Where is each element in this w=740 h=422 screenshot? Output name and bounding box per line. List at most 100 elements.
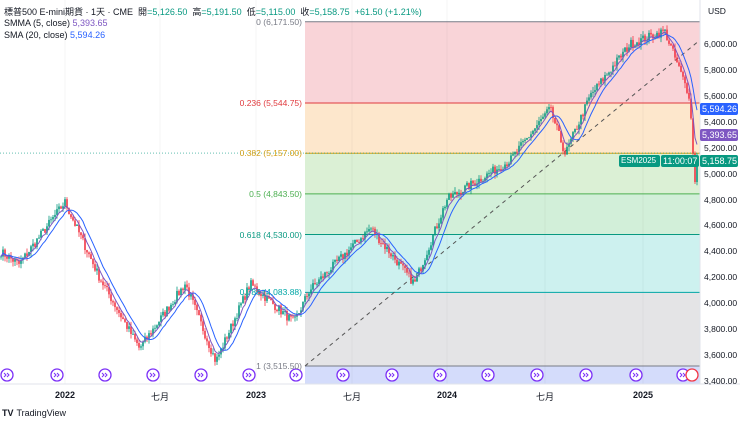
candle-body [522,141,524,143]
candle-body [98,268,100,281]
candle-body [356,239,358,242]
candle-body [94,264,96,271]
price-axis-label: 4,600.00 [704,220,738,231]
candle-body [254,285,256,287]
candle-body [678,62,680,66]
change-value: +61.50 (+1.21%) [354,7,422,17]
candle-body [480,178,482,182]
fib-zone [305,292,700,366]
candle-body [590,92,592,98]
candle-body [414,279,416,282]
candle-body [566,146,568,155]
candle-body [400,261,402,264]
candle-body [364,232,366,239]
candle-body [180,288,182,296]
candle-body [276,309,278,312]
candle-body [686,83,688,93]
candle-body [446,199,448,207]
candle-body [418,268,420,276]
candle-body [434,226,436,235]
candle-body [416,275,418,282]
candle-body [596,83,598,91]
candle-body [652,34,654,39]
candle-body [528,137,530,139]
candle-body [92,259,94,265]
candle-body [190,294,192,297]
candle-body [80,232,82,236]
candle-body [682,71,684,77]
candle-body [384,243,386,250]
candle-body [170,304,172,311]
candle-body [178,290,180,296]
low-value: =5,115.00 [255,7,296,17]
candle-body [548,107,550,110]
candle-body [116,307,118,310]
candle-body [500,169,502,171]
candle-body [66,199,68,209]
candle-body [612,65,614,72]
dividend-event-icon [385,368,399,382]
candle-body [58,206,60,210]
candle-body [582,114,584,117]
candle-body [0,256,2,258]
candle-body [450,193,452,198]
candle-body [186,284,188,288]
candle-body [234,318,236,327]
time-label: 七月 [535,392,555,402]
candle-body [468,182,470,190]
candle-body [288,314,290,321]
fib-zone [305,21,700,104]
candle-body [238,305,240,319]
candle-body [426,254,428,261]
candle-body [224,337,226,348]
fib-level-label: 0.786 (4,083.88) [239,287,302,298]
fib-level-label: 0.5 (4,843.50) [249,188,302,199]
high-label: 高 [192,7,202,17]
open-label: 開 [138,7,148,17]
candle-body [222,347,224,349]
smma-legend[interactable]: SMMA (5, close) 5,393.65 [4,18,108,28]
candle-body [624,47,626,52]
candle-body [594,90,596,92]
candle-body [72,217,74,221]
dividend-event-icon [242,368,256,382]
candle-body [100,280,102,282]
candle-body [540,119,542,122]
candle-body [498,169,500,170]
candle-body [218,354,220,357]
candle-body [486,173,488,179]
candle-body [282,311,284,315]
candle-body [660,29,662,38]
fib-level-label: 1 (3,515.50) [256,360,302,371]
candle-body [604,75,606,82]
time-label: 七月 [150,392,170,402]
sma-legend[interactable]: SMA (20, close) 5,594.26 [4,30,105,40]
candle-body [328,273,330,274]
candle-body [340,254,342,257]
candle-body [436,226,438,229]
currency-label[interactable]: USD [708,6,726,16]
candle-body [324,272,326,278]
candle-body [576,128,578,130]
candle-body [40,230,42,238]
price-axis-label: 5,200.00 [704,142,738,153]
candle-body [512,154,514,156]
candle-body [420,268,422,272]
candle-body [6,256,8,259]
candle-body [368,229,370,232]
candle-body [694,153,696,183]
candle-body [532,130,534,135]
candle-body [518,145,520,153]
time-label: 2024 [436,390,458,400]
candle-body [258,291,260,295]
candle-body [106,285,108,288]
candle-body [432,234,434,246]
candle-body [48,219,50,227]
candle-body [372,228,374,230]
price-axis-label: 4,200.00 [704,272,738,283]
candle-body [28,252,30,256]
candle-body [246,287,248,300]
candle-body [676,57,678,63]
tradingview-logo[interactable]: TV TradingView [2,408,67,418]
